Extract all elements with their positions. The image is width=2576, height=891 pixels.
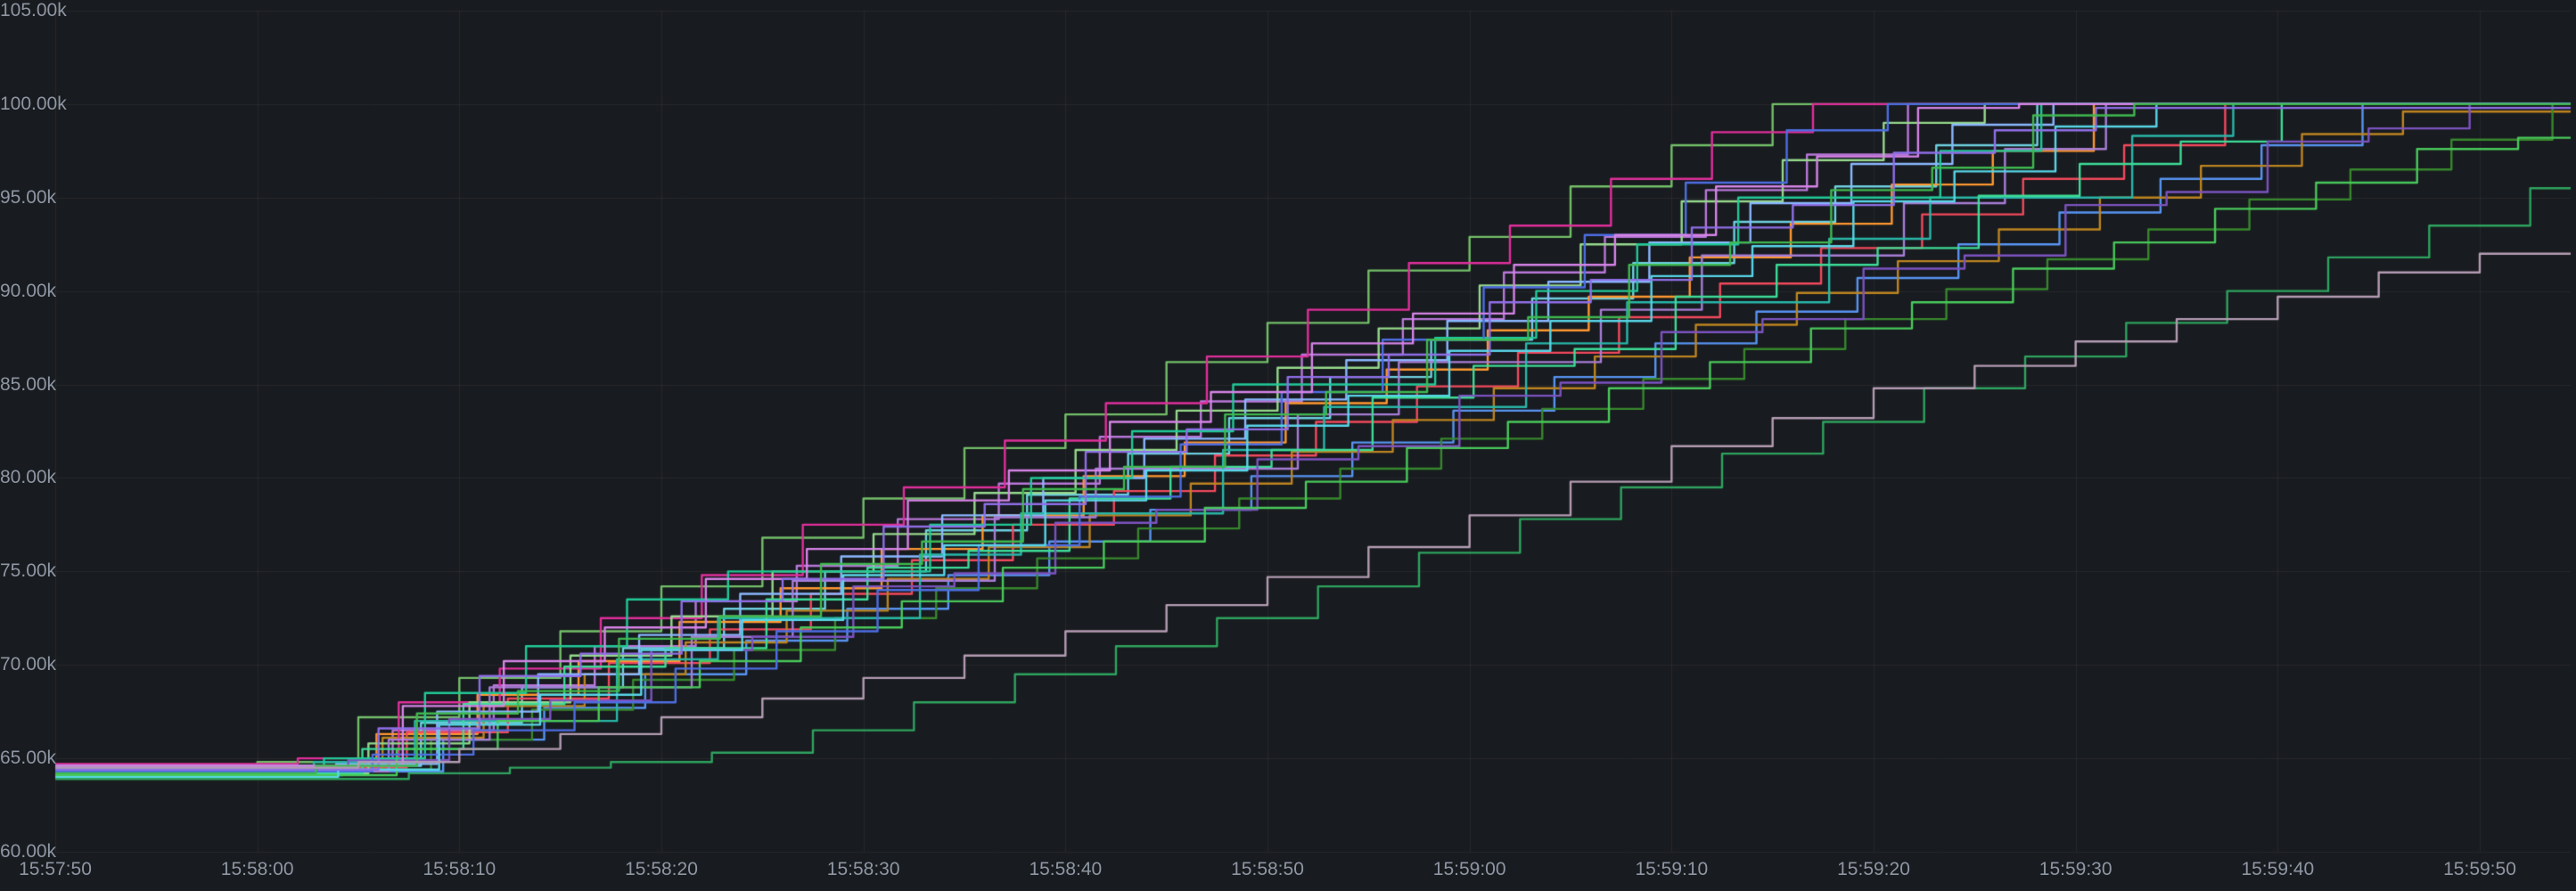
y-tick-label: 105.00k <box>0 0 67 20</box>
y-tick-label: 75.00k <box>0 560 57 582</box>
y-tick-label: 60.00k <box>0 841 57 862</box>
x-tick-label: 15:58:30 <box>826 859 900 879</box>
x-tick-label: 15:59:40 <box>2241 859 2315 879</box>
y-tick-label: 85.00k <box>0 373 57 395</box>
x-tick-label: 15:58:10 <box>422 859 496 879</box>
y-tick-label: 95.00k <box>0 186 57 208</box>
x-tick-label: 15:58:20 <box>625 859 698 879</box>
x-tick-label: 15:58:40 <box>1029 859 1103 879</box>
x-tick-label: 15:59:00 <box>1432 859 1506 879</box>
x-tick-label: 15:58:00 <box>220 859 294 879</box>
x-tick-label: 15:58:50 <box>1231 859 1304 879</box>
y-tick-label: 100.00k <box>0 93 67 114</box>
x-tick-label: 15:57:50 <box>19 859 92 879</box>
x-tick-label: 15:59:10 <box>1635 859 1709 879</box>
y-tick-label: 70.00k <box>0 654 57 675</box>
y-tick-label: 65.00k <box>0 748 57 769</box>
x-tick-label: 15:59:20 <box>1837 859 1910 879</box>
x-tick-label: 15:59:30 <box>2039 859 2112 879</box>
y-tick-label: 90.00k <box>0 280 57 301</box>
y-tick-label: 80.00k <box>0 467 57 488</box>
x-tick-label: 15:59:50 <box>2443 859 2516 879</box>
